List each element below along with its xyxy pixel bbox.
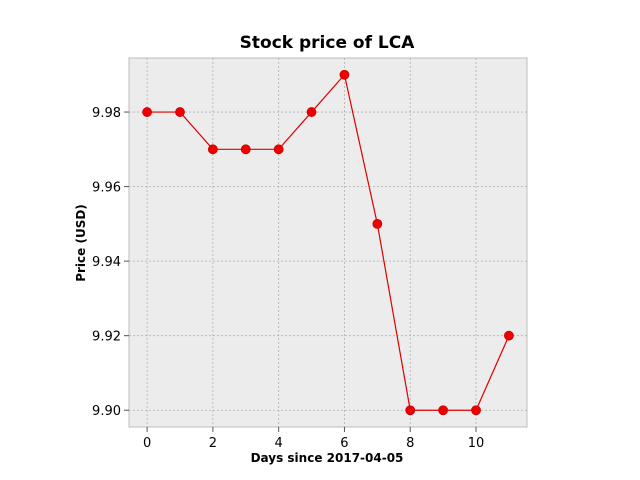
data-point bbox=[372, 218, 383, 229]
data-point bbox=[405, 405, 416, 416]
data-point bbox=[471, 405, 481, 416]
data-point bbox=[504, 330, 514, 341]
y-tick-label: 9.92 bbox=[92, 330, 121, 345]
x-axis: 0 2 4 6 8 10 bbox=[143, 427, 484, 451]
data-point bbox=[438, 405, 449, 416]
x-tick-label: 0 bbox=[143, 436, 151, 451]
y-tick-label: 9.94 bbox=[92, 255, 121, 270]
data-point bbox=[207, 144, 218, 155]
plot-area bbox=[129, 58, 527, 427]
x-axis-label: Days since 2017-04-05 bbox=[251, 451, 404, 465]
x-tick-label: 8 bbox=[406, 436, 414, 451]
x-tick-label: 10 bbox=[468, 436, 485, 451]
y-axis-label: Price (USD) bbox=[74, 204, 88, 282]
data-point bbox=[175, 107, 185, 117]
data-point bbox=[240, 144, 251, 155]
data-point bbox=[273, 144, 284, 155]
x-tick-label: 6 bbox=[340, 436, 348, 451]
series-layer bbox=[142, 69, 514, 416]
chart-title: Stock price of LCA bbox=[240, 33, 416, 53]
y-axis: 9.90 9.92 9.94 9.96 9.98 bbox=[92, 106, 129, 419]
grid bbox=[129, 58, 527, 427]
plot-frame bbox=[128, 57, 528, 428]
y-tick-label: 9.96 bbox=[92, 181, 121, 196]
series-line bbox=[147, 73, 510, 411]
data-point bbox=[339, 69, 350, 80]
x-tick-label: 4 bbox=[275, 436, 283, 451]
data-point bbox=[142, 107, 152, 117]
y-tick-label: 9.98 bbox=[92, 106, 121, 121]
y-tick-label: 9.90 bbox=[92, 404, 121, 419]
x-tick-label: 2 bbox=[209, 436, 217, 451]
data-point bbox=[306, 107, 317, 117]
